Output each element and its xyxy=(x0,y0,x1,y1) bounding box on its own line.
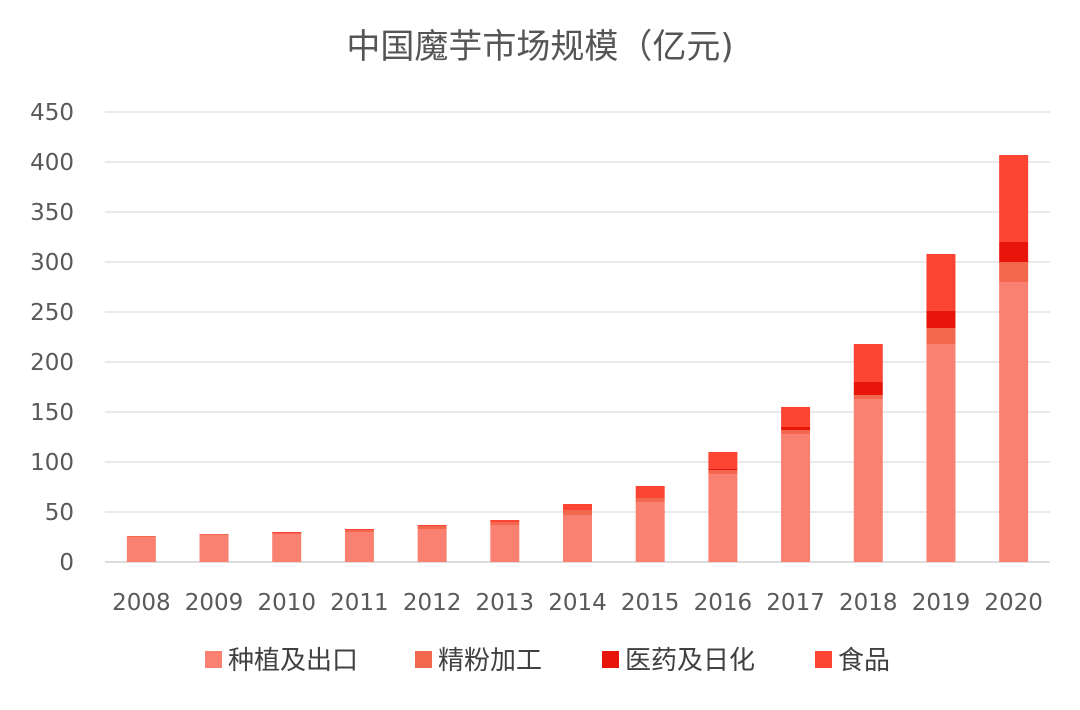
y-tick-label: 450 xyxy=(30,100,74,126)
bar-segment xyxy=(417,529,447,562)
legend-swatch xyxy=(815,651,832,668)
bar-segment xyxy=(344,529,374,530)
y-tick-label: 150 xyxy=(30,400,74,426)
bar-segment xyxy=(853,382,883,395)
bar-segment xyxy=(853,399,883,562)
x-tick-label: 2008 xyxy=(112,590,171,616)
bar-segment xyxy=(708,452,738,469)
y-tick-label: 250 xyxy=(30,300,74,326)
legend-swatch xyxy=(602,651,619,668)
bar-segment xyxy=(635,502,665,562)
x-tick-label: 2011 xyxy=(330,590,389,616)
bar-segment xyxy=(781,430,811,434)
legend-label: 食品 xyxy=(838,646,890,676)
bar-segment xyxy=(199,535,229,562)
x-tick-label: 2009 xyxy=(185,590,244,616)
bar-segment xyxy=(490,520,520,522)
bar-segment xyxy=(635,498,665,502)
x-tick-label: 2010 xyxy=(257,590,316,616)
x-tick-label: 2017 xyxy=(766,590,825,616)
bar-segment xyxy=(490,522,520,525)
y-axis-ticks: 0 50 100 150 200 250 300 350 400 450 xyxy=(30,100,74,576)
y-tick-label: 50 xyxy=(45,500,74,526)
x-tick-label: 2018 xyxy=(839,590,898,616)
bar-segment xyxy=(417,526,447,529)
bar-segment xyxy=(417,525,447,526)
y-tick-label: 350 xyxy=(30,200,74,226)
bar-segment xyxy=(563,515,592,562)
y-tick-label: 0 xyxy=(59,550,74,576)
legend-swatch xyxy=(205,651,222,668)
x-tick-label: 2012 xyxy=(403,590,462,616)
bar-segment xyxy=(344,530,374,532)
y-tick-label: 100 xyxy=(30,450,74,476)
bar-segment xyxy=(926,254,956,311)
y-tick-label: 300 xyxy=(30,250,74,276)
bar-segment xyxy=(272,534,302,562)
bar-segment xyxy=(708,474,738,562)
bar-segment xyxy=(126,537,156,562)
bar-segment xyxy=(635,486,665,498)
y-tick-label: 200 xyxy=(30,350,74,376)
bar-segment xyxy=(926,328,956,344)
bar-segment xyxy=(781,434,811,562)
bar-segment xyxy=(563,504,592,510)
x-axis-ticks: 2008 2009 2010 2011 2012 2013 2014 2015 2016 2017… xyxy=(112,590,1043,616)
bars xyxy=(126,155,1029,562)
bar-segment xyxy=(344,532,374,562)
legend-label: 医药及日化 xyxy=(625,646,755,676)
chart-title: 中国魔芋市场规模（亿元) xyxy=(346,27,733,67)
legend-label: 精粉加工 xyxy=(438,646,542,676)
bar-segment xyxy=(708,469,738,470)
bar-segment xyxy=(926,344,956,562)
x-tick-label: 2020 xyxy=(984,590,1043,616)
legend-swatch xyxy=(415,651,432,668)
bar-segment xyxy=(999,282,1029,562)
legend: 种植及出口 精粉加工 医药及日化 食品 xyxy=(205,646,890,676)
bar-segment xyxy=(999,242,1029,262)
bar-segment xyxy=(272,532,302,533)
bar-segment xyxy=(926,311,956,328)
x-tick-label: 2013 xyxy=(476,590,535,616)
x-tick-label: 2015 xyxy=(621,590,680,616)
bar-segment xyxy=(199,534,229,535)
legend-label: 种植及出口 xyxy=(228,646,358,676)
y-tick-label: 400 xyxy=(30,150,74,176)
gridlines xyxy=(105,111,1050,563)
bar-segment xyxy=(126,536,156,537)
bar-segment xyxy=(853,395,883,399)
bar-segment xyxy=(781,427,811,430)
bar-segment xyxy=(490,525,520,562)
x-tick-label: 2014 xyxy=(548,590,607,616)
x-tick-label: 2016 xyxy=(694,590,753,616)
bar-segment xyxy=(781,407,811,427)
bar-segment xyxy=(272,533,302,534)
bar-segment xyxy=(563,510,592,515)
bar-segment xyxy=(999,155,1029,242)
bar-segment xyxy=(708,470,738,474)
bar-segment xyxy=(999,262,1029,282)
bar-segment xyxy=(853,344,883,382)
x-tick-label: 2019 xyxy=(912,590,971,616)
